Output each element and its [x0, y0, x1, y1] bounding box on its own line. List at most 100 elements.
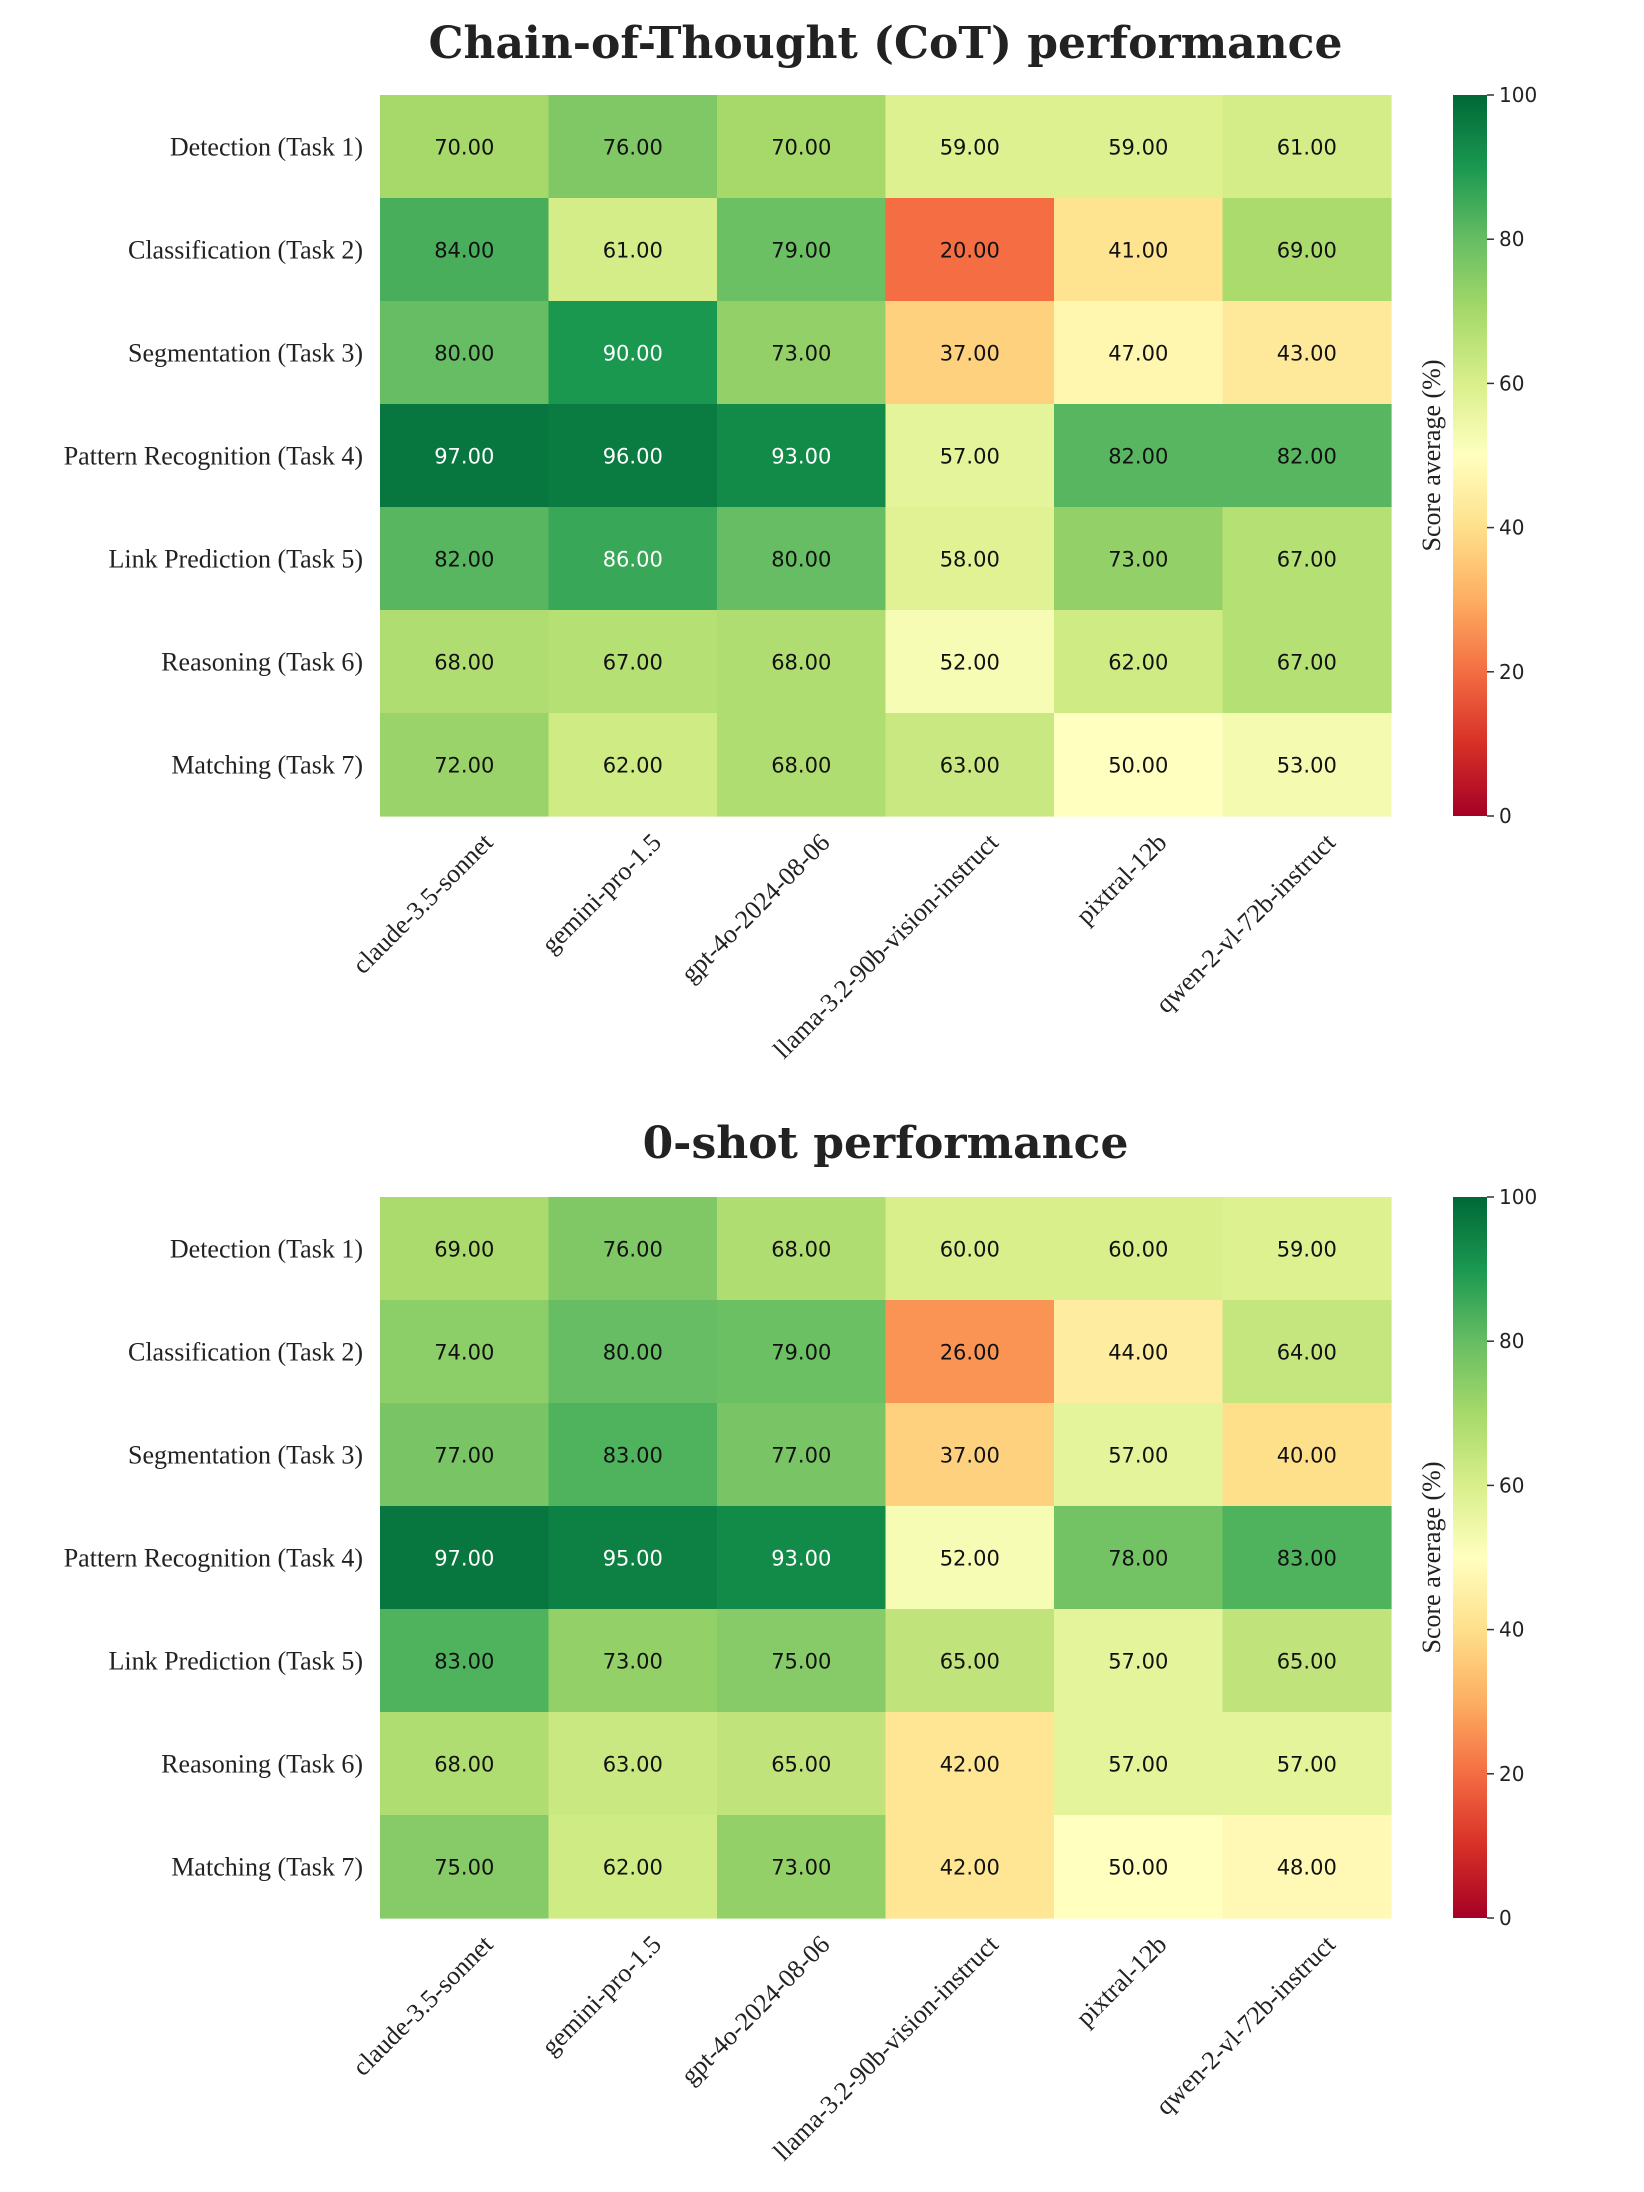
cell-value-label: 59.00 [1108, 136, 1168, 160]
heatmap-cell [548, 1300, 718, 1404]
heatmap-panel-2: 0-shot performance 69.00 76.00 68.00 60.00 60… [64, 1118, 1537, 2166]
heatmap-cell [1222, 610, 1392, 714]
row-label: Matching (Task 7) [171, 1853, 363, 1882]
cell-value-label: 79.00 [771, 239, 831, 263]
column-label: qwen-2-vl-72b-instruct [1150, 1929, 1342, 2121]
heatmap-cell [717, 95, 887, 199]
cell-value-label: 82.00 [1108, 445, 1168, 469]
colorbar-tick-label: 0 [1499, 804, 1512, 828]
heatmap-cell [1222, 198, 1392, 302]
cell-value-label: 64.00 [1277, 1341, 1337, 1365]
column-label: pixtral-12b [1070, 1930, 1172, 2032]
heatmap-cell [717, 1712, 887, 1816]
heatmap-cell [1222, 713, 1392, 817]
cell-value-label: 59.00 [940, 136, 1000, 160]
colorbar-tick-label: 20 [1499, 1762, 1524, 1786]
colorbar [1453, 95, 1487, 816]
heatmap-cell [548, 404, 718, 508]
colorbar-tick-label: 80 [1499, 227, 1524, 251]
heatmap-cell [717, 1815, 887, 1919]
column-label: gpt-4o-2024-08-06 [675, 1930, 835, 2090]
row-label: Pattern Recognition (Task 4) [64, 1544, 363, 1573]
cell-value-label: 90.00 [603, 342, 663, 366]
cell-value-label: 65.00 [1277, 1650, 1337, 1674]
colorbar-tick-label: 20 [1499, 660, 1524, 684]
heatmap-cell [885, 301, 1055, 405]
cell-value-label: 58.00 [940, 548, 1000, 572]
cell-value-label: 62.00 [603, 1856, 663, 1880]
cell-value-label: 42.00 [940, 1856, 1000, 1880]
cell-value-label: 80.00 [434, 342, 494, 366]
colorbar-tick-label: 40 [1499, 1618, 1524, 1642]
heatmap-cell [380, 198, 550, 302]
cell-value-label: 73.00 [1108, 548, 1168, 572]
cell-value-label: 57.00 [1277, 1753, 1337, 1777]
cell-value-label: 93.00 [771, 1547, 831, 1571]
heatmap-cell [548, 95, 718, 199]
heatmap-cell [548, 1712, 718, 1816]
cell-value-label: 95.00 [603, 1547, 663, 1571]
cell-value-label: 57.00 [940, 445, 1000, 469]
cell-value-label: 97.00 [434, 445, 494, 469]
cell-value-label: 70.00 [434, 136, 494, 160]
row-label: Pattern Recognition (Task 4) [64, 442, 363, 471]
cell-value-label: 77.00 [771, 1444, 831, 1468]
cell-value-label: 48.00 [1277, 1856, 1337, 1880]
cell-value-label: 79.00 [771, 1341, 831, 1365]
heatmap-cell [1054, 713, 1224, 817]
heatmap-cell [885, 1712, 1055, 1816]
heatmap-cell [1054, 1506, 1224, 1610]
row-label: Detection (Task 1) [170, 133, 363, 162]
cell-value-label: 86.00 [603, 548, 663, 572]
heatmap-cell [885, 95, 1055, 199]
colorbar-tick-label: 40 [1499, 516, 1524, 540]
cell-value-label: 68.00 [434, 1753, 494, 1777]
cell-value-label: 97.00 [434, 1547, 494, 1571]
cell-value-label: 40.00 [1277, 1444, 1337, 1468]
cell-value-label: 42.00 [940, 1753, 1000, 1777]
heatmap-cell [1054, 1712, 1224, 1816]
cell-value-label: 68.00 [771, 651, 831, 675]
cell-value-label: 62.00 [1108, 651, 1168, 675]
heatmap-cell [717, 1300, 887, 1404]
heatmap-cell [885, 1300, 1055, 1404]
cell-value-label: 60.00 [940, 1238, 1000, 1262]
heatmap-cell [1054, 1197, 1224, 1301]
cell-value-label: 83.00 [434, 1650, 494, 1674]
heatmap-cell [548, 1609, 718, 1713]
cell-value-label: 76.00 [603, 1238, 663, 1262]
heatmap-cell [885, 404, 1055, 508]
cell-value-label: 68.00 [771, 754, 831, 778]
row-label: Reasoning (Task 6) [161, 648, 363, 677]
heatmap-cell [1222, 1403, 1392, 1507]
heatmap-cell [717, 1506, 887, 1610]
heatmap-cell [548, 610, 718, 714]
row-label: Link Prediction (Task 5) [108, 545, 363, 574]
cell-value-label: 78.00 [1108, 1547, 1168, 1571]
row-label: Detection (Task 1) [170, 1235, 363, 1264]
heatmap-cell [717, 507, 887, 611]
cell-value-label: 84.00 [434, 239, 494, 263]
heatmap-cell [885, 1197, 1055, 1301]
column-label: qwen-2-vl-72b-instruct [1150, 827, 1342, 1019]
colorbar-tick-label: 100 [1499, 83, 1537, 107]
cell-value-label: 73.00 [603, 1650, 663, 1674]
cell-value-label: 69.00 [434, 1238, 494, 1262]
cell-value-label: 52.00 [940, 1547, 1000, 1571]
heatmap-cell [1222, 1712, 1392, 1816]
heatmap-cell [380, 404, 550, 508]
heatmap-cell [885, 610, 1055, 714]
heatmap-cell [1054, 1403, 1224, 1507]
column-label: gemini-pro-1.5 [536, 828, 667, 959]
cell-value-label: 57.00 [1108, 1444, 1168, 1468]
chart-title: Chain-of-Thought (CoT) performance [429, 18, 1343, 69]
heatmap-cell [885, 1403, 1055, 1507]
cell-value-label: 50.00 [1108, 1856, 1168, 1880]
heatmap-cell [885, 507, 1055, 611]
cell-value-label: 83.00 [1277, 1547, 1337, 1571]
cell-value-label: 93.00 [771, 445, 831, 469]
heatmap-cell [885, 198, 1055, 302]
cell-value-label: 43.00 [1277, 342, 1337, 366]
heatmap-cell [1222, 404, 1392, 508]
